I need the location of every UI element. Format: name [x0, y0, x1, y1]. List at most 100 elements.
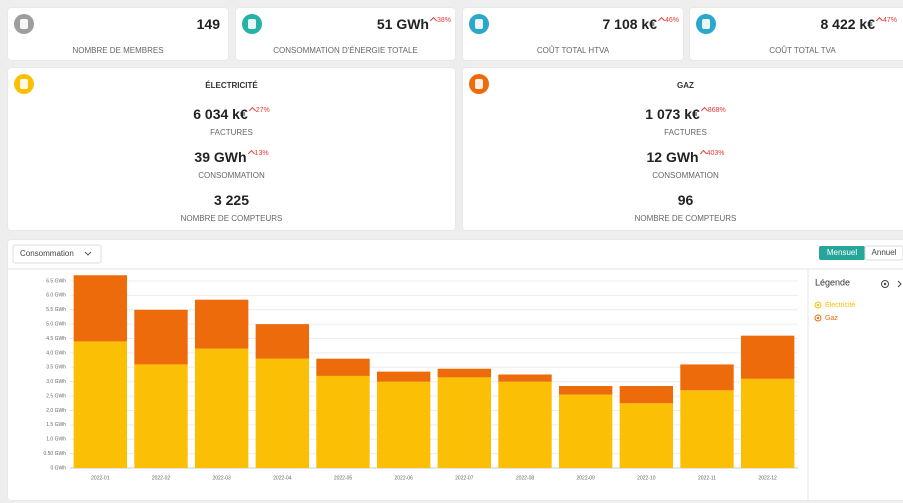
- chart-panel: Consommation Mensuel Annuel 0 GWh 0.50 GWh 1.…: [8, 240, 903, 500]
- value-text: 51 GWh: [376, 16, 429, 32]
- bar-segment: [498, 374, 552, 382]
- bar-segment: [73, 341, 128, 468]
- value-text: 3 225: [213, 192, 250, 208]
- change-text: 868%: [707, 107, 726, 114]
- detail-card: ÉLECTRICITÉ 6 034 k€ 27% FACTURES 39 GWh 13% C…: [8, 68, 455, 230]
- x-tick-label: 2022-05: [334, 475, 353, 481]
- y-tick-label: 4.5 GWh: [46, 336, 66, 342]
- bar-segment: [194, 299, 249, 349]
- legend-label[interactable]: Gaz: [825, 315, 838, 322]
- up-arrow: [248, 106, 256, 115]
- x-tick-label: 2022-09: [576, 475, 595, 481]
- bar-segment: [255, 358, 310, 468]
- card-icon: [14, 74, 34, 94]
- legend-label[interactable]: Électricité: [825, 300, 855, 309]
- change-badge: 47%: [875, 16, 897, 25]
- value: 12 GWh 403%: [646, 149, 724, 165]
- toggle-active[interactable]: [819, 246, 865, 260]
- toggle-text[interactable]: Annuel: [872, 248, 897, 257]
- metric: 96 NOMBRE DE COMPTEURS: [463, 192, 903, 223]
- y-tick-label: 1.0 GWh: [46, 437, 66, 443]
- value-text: 39 GWh: [194, 149, 247, 165]
- legend-collapse[interactable]: [897, 280, 902, 288]
- bar-segment: [316, 358, 370, 376]
- x-tick-label: 2022-06: [394, 475, 413, 481]
- change-badge: 868%: [700, 106, 726, 115]
- value: 51 GWh 38%: [377, 16, 451, 32]
- metric-label: CONSOMMATION: [652, 171, 719, 180]
- bar-segment: [619, 386, 674, 404]
- y-tick-label: 2.5 GWh: [46, 393, 66, 399]
- y-tick-label: 0.50 GWh: [43, 451, 66, 457]
- value: 3 225: [214, 192, 249, 208]
- value: 96: [678, 192, 694, 208]
- up-arrow: [247, 149, 255, 158]
- value: 1 073 k€ 868%: [645, 106, 725, 122]
- y-tick-label: 4.0 GWh: [46, 350, 66, 356]
- change-badge: 38%: [429, 16, 451, 25]
- metric-label: FACTURES: [210, 128, 253, 137]
- change-badge: 27%: [248, 106, 270, 115]
- y-tick-label: 5.0 GWh: [46, 321, 66, 327]
- toggle-inactive[interactable]: [864, 245, 903, 261]
- y-tick-label: 3.5 GWh: [46, 365, 66, 371]
- metric: 3 225 NOMBRE DE COMPTEURS: [8, 192, 455, 223]
- value-text: 8 422 k€: [820, 16, 875, 32]
- x-tick-label: 2022-07: [455, 475, 474, 481]
- toggle-text[interactable]: Mensuel: [827, 248, 857, 257]
- card-label: COÛT TOTAL HTVA: [536, 46, 610, 55]
- value: 7 108 k€ 46%: [602, 16, 679, 32]
- dropdown-caret: [84, 251, 92, 256]
- bar-segment: [437, 368, 492, 378]
- bar-segment: [680, 364, 734, 391]
- bar-segment: [619, 403, 674, 468]
- bar-segment: [316, 375, 370, 468]
- y-tick-label: 6.0 GWh: [46, 293, 66, 299]
- x-tick-label: 2022-02: [152, 475, 171, 481]
- y-tick-label: 5.5 GWh: [46, 307, 66, 313]
- x-tick-label: 2022-01: [91, 475, 110, 481]
- card-title: ÉLECTRICITÉ: [205, 81, 258, 90]
- x-tick-label: 2022-03: [212, 475, 231, 481]
- x-tick-label: 2022-10: [637, 475, 656, 481]
- card-icon: [696, 14, 716, 34]
- bar-segment: [73, 275, 128, 342]
- legend-toggle-dot: [883, 282, 887, 286]
- bar-segment: [680, 390, 734, 468]
- metric-label: CONSOMMATION: [198, 171, 265, 180]
- metric-label: NOMBRE DE COMPTEURS: [634, 214, 737, 223]
- card-label: CONSOMMATION D'ÉNERGIE TOTALE: [273, 46, 418, 55]
- legend-toggle[interactable]: [881, 280, 889, 288]
- change-text: 46%: [664, 17, 679, 24]
- change-text: 403%: [706, 150, 725, 157]
- up-arrow: [875, 16, 884, 25]
- bar-segment: [498, 381, 552, 468]
- card-icon: [469, 14, 489, 34]
- legend-marker: [814, 301, 822, 309]
- bar-segment: [376, 371, 431, 382]
- change-badge: 403%: [699, 149, 725, 158]
- up-arrow: [700, 106, 708, 115]
- metric: 6 034 k€ 27% FACTURES: [8, 106, 455, 137]
- legend-title: Légende: [815, 277, 850, 287]
- y-tick-label: 3.0 GWh: [46, 379, 66, 385]
- bar-segment: [558, 386, 613, 395]
- x-tick-label: 2022-12: [758, 475, 777, 481]
- change-badge: 13%: [247, 149, 269, 158]
- value: 149: [197, 16, 220, 32]
- y-tick-label: 1.5 GWh: [46, 422, 66, 428]
- legend-marker-dot: [816, 303, 820, 307]
- card-label: COÛT TOTAL TVA: [769, 46, 836, 55]
- summary-card: 149 NOMBRE DE MEMBRES: [8, 8, 228, 60]
- bar-segment: [740, 335, 795, 379]
- metric-dropdown[interactable]: [12, 244, 102, 264]
- dropdown-text[interactable]: Consommation: [20, 249, 74, 258]
- change-text: 38%: [436, 17, 451, 24]
- legend-marker: [814, 314, 822, 322]
- card-icon: [242, 14, 262, 34]
- bar-segment: [134, 364, 188, 468]
- bar-segment: [376, 381, 431, 468]
- y-tick-label: 0 GWh: [50, 465, 66, 471]
- summary-card: 7 108 k€ 46% COÛT TOTAL HTVA: [463, 8, 683, 60]
- y-tick-label: 2.0 GWh: [46, 408, 66, 414]
